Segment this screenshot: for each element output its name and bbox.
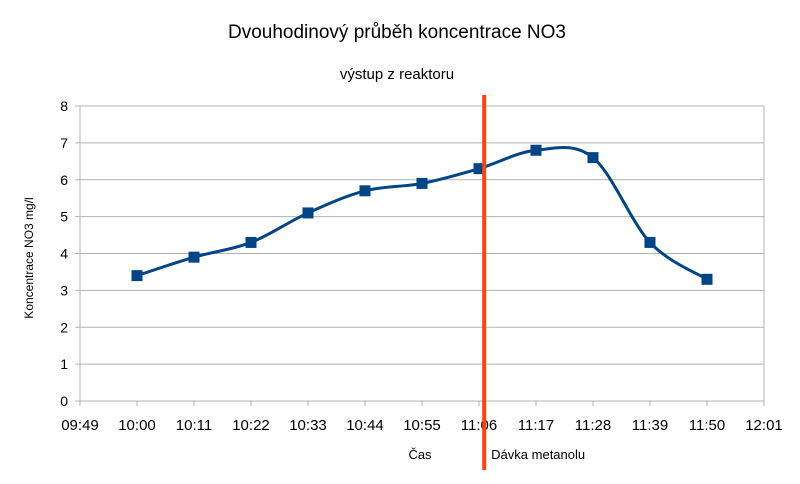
data-point-marker [245,236,257,248]
y-tick-label: 6 [60,172,68,188]
data-point-marker [131,270,143,282]
y-tick-label: 5 [60,209,68,225]
y-tick-label: 3 [60,282,68,298]
x-tick-label: 11:17 [518,417,554,434]
y-tick-label: 8 [60,98,68,114]
y-tick-label: 0 [60,393,68,409]
x-tick-label: 10:33 [289,417,327,434]
series-group [131,144,713,285]
data-point-marker [530,144,542,156]
y-axis-label: Koncentrace NO3 mg/l [22,197,36,318]
chart-title: Dvouhodinový průběh koncentrace NO3 [228,22,566,43]
annotation-group: Dávka metanolu [482,95,585,470]
x-tick-label: 10:55 [403,417,441,434]
data-point-marker [416,177,428,189]
x-tick-label: 10:00 [118,417,156,434]
gridlines [75,105,765,406]
data-point-marker [644,236,656,248]
x-tick-label: 11:39 [632,417,668,434]
series-line [136,145,708,281]
data-point-marker [701,273,713,285]
y-axis-ticks: 0 1 2 3 4 5 6 7 8 [60,98,68,409]
y-tick-label: 4 [60,246,68,262]
y-tick-label: 1 [60,356,68,372]
chart-subtitle: výstup z reaktoru [340,66,454,83]
data-point-marker [302,207,314,219]
data-point-marker [473,163,485,175]
x-tick-label: 12:01 [745,417,783,434]
data-point-marker [359,185,371,197]
x-axis-label: Čas [408,447,432,462]
data-point-marker [188,251,200,263]
y-tick-label: 7 [60,135,68,151]
y-tick-label: 2 [60,319,68,335]
x-tick-label: 11:28 [575,417,611,434]
annotation-label: Dávka metanolu [491,447,585,462]
x-tick-label: 10:44 [346,417,384,434]
x-tick-label: 09:49 [61,417,99,434]
x-tick-label: 10:11 [176,417,212,434]
x-axis-ticks: 09:49 10:00 10:11 10:22 10:33 10:44 10:55 11:06… [61,417,783,434]
data-point-marker [587,152,599,164]
x-tick-label: 11:06 [461,417,497,434]
x-tick-label: 11:50 [689,417,725,434]
x-tick-label: 10:22 [232,417,270,434]
